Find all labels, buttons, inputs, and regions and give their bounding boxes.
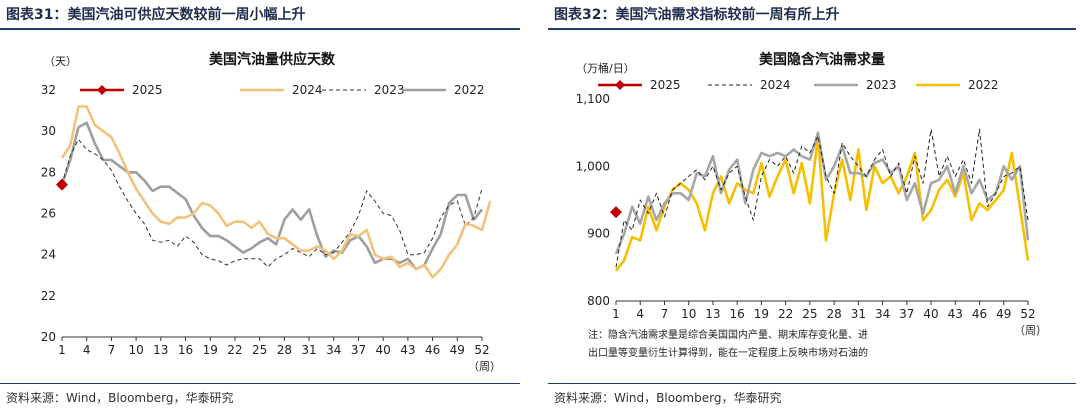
legend-label-2023: 2023 xyxy=(866,78,897,92)
right-title-rule xyxy=(548,28,1076,30)
right-bottom-rule xyxy=(548,383,1076,384)
x-tick-label: 49 xyxy=(996,307,1011,321)
x-tick-label: 49 xyxy=(450,343,465,357)
x-tick-label: 10 xyxy=(681,307,696,321)
x-tick-label: 19 xyxy=(203,343,218,357)
y-tick-label: 22 xyxy=(41,289,56,303)
x-tick-label: 46 xyxy=(972,307,987,321)
y-tick-label: 32 xyxy=(41,83,56,97)
series-2024-line xyxy=(615,128,1029,268)
x-tick-label: 22 xyxy=(778,307,793,321)
x-tick-label: 40 xyxy=(923,307,938,321)
x-tick-label: 16 xyxy=(730,307,745,321)
legend-label-2024: 2024 xyxy=(292,83,323,97)
x-tick-label: 7 xyxy=(108,343,116,357)
y-tick-label: 1,100 xyxy=(576,92,610,106)
x-tick-label: 4 xyxy=(83,343,91,357)
left-figure-title: 图表31：美国汽油可供应天数较前一周小幅上升 xyxy=(6,7,306,23)
x-tick-label: 43 xyxy=(400,343,415,357)
y-tick-label: 1,000 xyxy=(576,159,610,173)
x-tick-label: 4 xyxy=(636,307,644,321)
x-tick-label: 25 xyxy=(802,307,817,321)
series-2025-marker xyxy=(610,206,622,219)
x-tick-label: 25 xyxy=(252,343,267,357)
x-tick-label: 52 xyxy=(474,343,489,357)
legend-label-2022: 2022 xyxy=(968,78,999,92)
x-tick-label: 31 xyxy=(301,343,316,357)
left-source: 资料来源：Wind，Bloomberg，华泰研究 xyxy=(6,391,234,405)
x-tick-label: 1 xyxy=(58,343,66,357)
legend-label-2025: 2025 xyxy=(132,83,163,97)
left-figure-panel: 图表31：美国汽油可供应天数较前一周小幅上升 美国汽油量供应天数 （天） （周） 20… xyxy=(0,0,524,412)
x-tick-label: 13 xyxy=(705,307,720,321)
footnote-line-2: 出口量等变量衍生计算得到，能在一定程度上反映市场对石油的 xyxy=(588,346,868,359)
x-tick-label: 40 xyxy=(376,343,391,357)
right-source: 资料来源：Wind，Bloomberg，华泰研究 xyxy=(554,391,782,405)
y-tick-label: 20 xyxy=(41,330,56,344)
x-unit-label: （周） xyxy=(468,360,501,373)
series-2022-line xyxy=(614,134,1030,272)
series-2023-line xyxy=(61,138,483,268)
x-tick-label: 28 xyxy=(277,343,292,357)
series-2023-line xyxy=(614,131,1030,255)
y-tick-label: 30 xyxy=(41,124,56,138)
x-tick-label: 1 xyxy=(612,307,620,321)
legend-label-2025: 2025 xyxy=(650,78,681,92)
legend-label-2024: 2024 xyxy=(760,78,791,92)
legend-marker-2025 xyxy=(97,85,107,95)
x-tick-label: 19 xyxy=(754,307,769,321)
x-tick-label: 31 xyxy=(851,307,866,321)
chart-title: 美国隐含汽油需求量 xyxy=(759,51,885,68)
left-title-rule xyxy=(0,28,520,30)
legend-marker-2025 xyxy=(615,80,625,90)
y-tick-label: 900 xyxy=(587,227,610,241)
x-tick-label: 10 xyxy=(128,343,143,357)
right-chart: 美国隐含汽油需求量 （万桶/日） （周） 800 900 1,000 1,100 1 4 7 10 1… xyxy=(576,51,1047,359)
series-2024-line xyxy=(60,105,492,279)
right-figure-title: 图表32：美国汽油需求指标较前一周有所上升 xyxy=(554,7,840,23)
x-tick-label: 37 xyxy=(351,343,366,357)
legend-label-2023: 2023 xyxy=(374,83,405,97)
x-tick-label: 37 xyxy=(899,307,914,321)
x-tick-label: 34 xyxy=(875,307,890,321)
x-tick-label: 28 xyxy=(826,307,841,321)
x-tick-label: 34 xyxy=(326,343,341,357)
x-tick-label: 22 xyxy=(227,343,242,357)
x-unit-label: （周） xyxy=(1014,324,1047,337)
right-figure-panel: 图表32：美国汽油需求指标较前一周有所上升 美国隐含汽油需求量 （万桶/日） （周）… xyxy=(548,0,1080,412)
y-tick-label: 28 xyxy=(41,165,56,179)
x-tick-label: 43 xyxy=(948,307,963,321)
y-unit-label: （万桶/日） xyxy=(576,61,635,75)
legend-label-2022: 2022 xyxy=(454,83,485,97)
footnote-line-1: 注：隐含汽油需求量是综合美国国内产量、期末库存变化量、进 xyxy=(588,328,868,341)
chart-title: 美国汽油量供应天数 xyxy=(209,51,336,68)
series-2025-marker xyxy=(56,178,68,191)
y-tick-label: 26 xyxy=(41,207,56,221)
x-tick-label: 13 xyxy=(153,343,168,357)
left-bottom-rule xyxy=(0,383,520,384)
y-unit-label: （天） xyxy=(44,55,77,68)
series-2022-line xyxy=(60,121,484,271)
x-tick-label: 7 xyxy=(661,307,669,321)
x-tick-label: 16 xyxy=(178,343,193,357)
x-tick-label: 46 xyxy=(425,343,440,357)
x-tick-label: 52 xyxy=(1020,307,1035,321)
y-tick-label: 800 xyxy=(587,294,610,308)
y-tick-label: 24 xyxy=(41,248,56,262)
